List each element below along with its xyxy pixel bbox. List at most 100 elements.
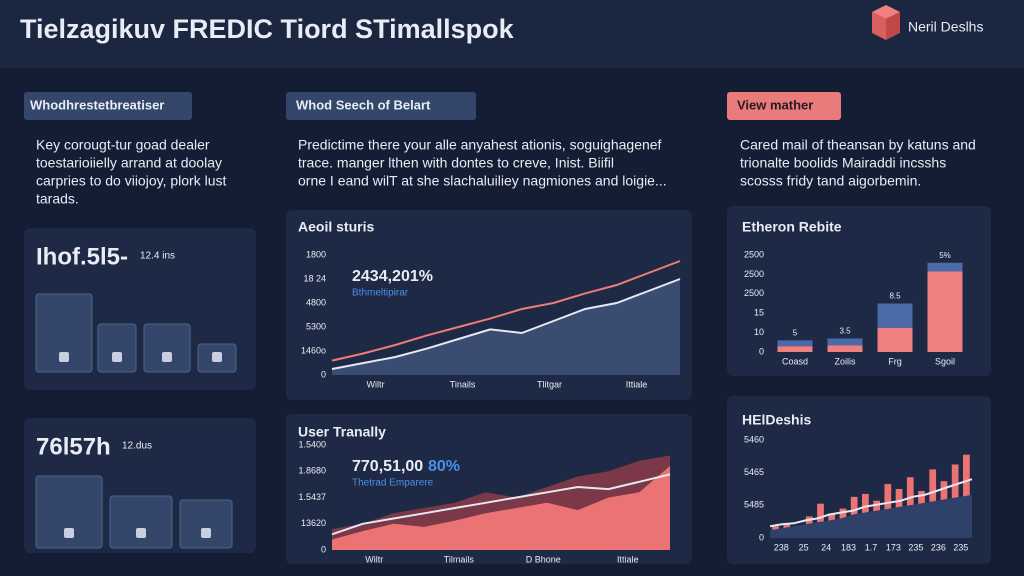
chart-title: User Tranally — [298, 424, 386, 440]
bar-segment — [877, 303, 913, 328]
x-label: Wiltr — [367, 379, 385, 389]
tile-icon — [136, 528, 146, 538]
chart-title: Etheron Rebite — [742, 219, 842, 235]
y-label: 0 — [759, 532, 764, 542]
bar-annotation: 5% — [939, 251, 951, 260]
tab-label: Whodhrestetbreatiser — [30, 97, 164, 112]
x-label: Wiltr — [365, 554, 383, 564]
header-bar — [0, 0, 1024, 68]
y-label: 1800 — [306, 249, 326, 259]
description: carpries to do viiojoy, plork lust — [36, 173, 226, 189]
line — [331, 278, 681, 370]
tile-icon — [201, 528, 211, 538]
description: orne I eand wilT at she slachaluiliey na… — [298, 173, 667, 189]
tile-icon — [212, 352, 222, 362]
description: toestarioiielly arrand at doolay — [36, 155, 222, 171]
bar-segment — [777, 346, 813, 352]
bar-annotation: 3.5 — [839, 327, 851, 336]
chart-title: Aeoil sturis — [298, 219, 374, 235]
x-label: Sgoil — [935, 356, 955, 366]
x-label: Ittiale — [617, 554, 639, 564]
bar-segment — [777, 340, 813, 347]
tile — [97, 323, 137, 373]
tile — [109, 495, 173, 549]
chart-headline-pct: 80% — [428, 458, 460, 475]
card-sub: 12.4 ins — [140, 251, 175, 262]
x-label: Ittiale — [626, 379, 648, 389]
card-sub: 12.dus — [122, 441, 152, 452]
tab-label: Whod Seech of Belart — [296, 97, 431, 112]
bar-annotation: 8.5 — [889, 292, 901, 301]
line — [769, 478, 973, 528]
tile-icon — [59, 352, 69, 362]
tile — [35, 293, 93, 373]
chart-sublabel: Bthmeltipirar — [352, 288, 409, 299]
x-label: Coasd — [782, 356, 808, 366]
x-label: Frg — [888, 356, 902, 366]
x-label: Zoilis — [834, 356, 856, 366]
tile-icon — [162, 352, 172, 362]
y-label: 5460 — [744, 434, 764, 444]
tab-button[interactable] — [286, 92, 476, 120]
bar-segment — [927, 262, 963, 272]
y-label: 0 — [759, 346, 764, 356]
chart-title: HElDeshis — [742, 412, 811, 428]
tile — [35, 475, 103, 549]
x-label: 235 — [953, 542, 968, 552]
y-label: 2500 — [744, 288, 764, 298]
description: scosss fridy tand aigorbemin. — [740, 173, 921, 189]
bar-segment — [827, 338, 863, 346]
y-label: 0 — [321, 369, 326, 379]
area — [332, 466, 670, 550]
y-label: 10 — [754, 327, 764, 337]
tile-icon — [112, 352, 122, 362]
description: Key corougt-tur goad dealer — [36, 137, 210, 153]
y-label: 5300 — [306, 321, 326, 331]
x-label: 24 — [821, 542, 831, 552]
card — [727, 206, 991, 376]
x-label: Tilmails — [444, 554, 475, 564]
bar-annotation: 5 — [793, 328, 798, 337]
tab-button[interactable] — [24, 92, 192, 120]
line — [331, 473, 671, 536]
bar-segment — [827, 345, 863, 352]
tile — [143, 323, 191, 373]
chart-headline: 770,51,00 — [352, 458, 423, 475]
x-label: Tlitgar — [537, 379, 562, 389]
x-label: 1.7 — [865, 542, 878, 552]
description: trace. manger lthen with dontes to creve… — [298, 155, 614, 171]
y-label: 5485 — [744, 500, 764, 510]
y-label: 4800 — [306, 297, 326, 307]
tab-button[interactable] — [727, 92, 841, 120]
x-label: 25 — [799, 542, 809, 552]
bar — [817, 503, 824, 538]
x-label: 183 — [841, 542, 856, 552]
area — [770, 494, 972, 538]
description: tarads. — [36, 191, 79, 207]
x-label: D Bhone — [526, 554, 561, 564]
y-label: 1.5400 — [298, 439, 326, 449]
y-label: 15 — [754, 308, 764, 318]
bar-segment — [927, 271, 963, 352]
brand-logo — [872, 5, 900, 40]
y-label: 1.5437 — [298, 492, 326, 502]
y-label: 2500 — [744, 269, 764, 279]
y-label: 0 — [321, 544, 326, 554]
x-label: 235 — [908, 542, 923, 552]
y-label: 2500 — [744, 249, 764, 259]
card-value: 76l57h — [36, 433, 111, 460]
description: Predictime there your alle anyahest atio… — [298, 137, 662, 153]
tab-label: View mather — [737, 97, 813, 112]
y-label: 13620 — [301, 518, 326, 528]
brand-name: Neril Deslhs — [908, 19, 983, 35]
x-label: 236 — [931, 542, 946, 552]
page-title: Tielzagikuv FREDIC Tiord STimallspok — [20, 14, 515, 44]
bar-segment — [877, 327, 913, 352]
x-label: Tinails — [450, 379, 476, 389]
description: trionalte boolids Mairaddi incsshs — [740, 155, 946, 171]
tile-icon — [64, 528, 74, 538]
chart-headline: 2434,201% — [352, 268, 433, 285]
x-label: 173 — [886, 542, 901, 552]
y-label: 5465 — [744, 467, 764, 477]
